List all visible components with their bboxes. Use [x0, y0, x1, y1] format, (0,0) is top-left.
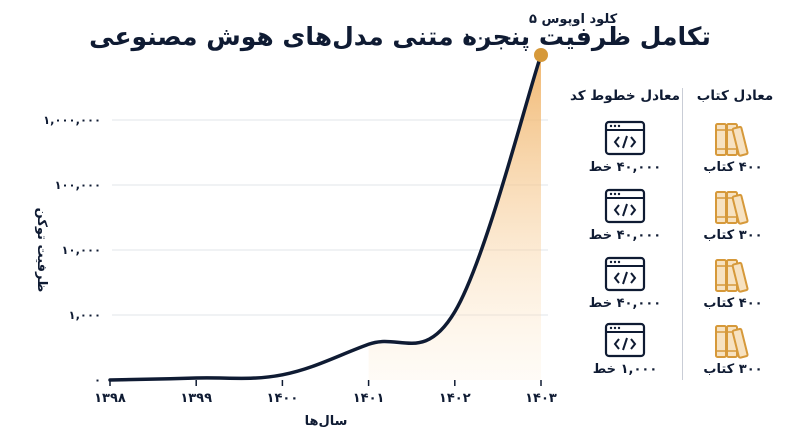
code-lines-item: ۴۰,۰۰۰ خط: [589, 256, 661, 311]
books-icon: [710, 191, 756, 230]
books-label: ۳۰۰ کتاب: [703, 228, 763, 243]
y-tick-label: ۱۰,۰۰۰: [62, 243, 101, 257]
books-item: ۳۰۰ کتاب: [700, 188, 766, 243]
code-window-icon: [604, 188, 646, 228]
y-tick-label: ۱,۰۰۰: [69, 308, 101, 322]
y-tick-label: ۱۰۰,۰۰۰: [55, 178, 101, 192]
code-lines-label: ۴۰,۰۰۰ خط: [588, 228, 662, 243]
y-tick-label: ۱,۰۰۰,۰۰۰: [43, 113, 101, 127]
y-tick-label: ۰: [94, 373, 101, 387]
x-axis-title: سال‌ها: [305, 414, 348, 429]
x-tick-label: ۱۴۰۲: [439, 391, 471, 406]
x-tick-label: ۱۴۰۰: [267, 391, 299, 406]
annotation-label: کلود اوپوس ۵: [529, 12, 618, 27]
x-tick-label: ۱۳۹۸: [94, 391, 126, 406]
books-item: ۴۰۰ کتاب: [700, 120, 766, 175]
x-tick-label: ۱۴۰۳: [525, 391, 557, 406]
annotation-value: ۱,۰۰۰,۰۰۰: [464, 31, 529, 46]
series-line: [108, 53, 543, 382]
x-tick-label: ۱۳۹۹: [180, 391, 212, 406]
area-fill: [368, 55, 541, 380]
books-column-header: معادل کتاب: [696, 88, 774, 104]
books-icon: [710, 123, 756, 162]
x-tick-label: ۱۴۰۱: [353, 391, 385, 406]
code-lines-label: ۴۰,۰۰۰ خط: [588, 160, 662, 175]
code-column-header: معادل خطوط کد: [569, 88, 681, 104]
books-label: ۳۰۰ کتاب: [703, 362, 763, 377]
y-axis-title: ظرفیت توکن: [34, 208, 49, 293]
code-lines-label: ۱,۰۰۰ خط: [592, 362, 658, 377]
books-label: ۴۰۰ کتاب: [703, 296, 763, 311]
chart-title: تکامل ظرفیت پنجره متنی مدل‌های هوش مصنوع…: [89, 22, 711, 51]
code-lines-item: ۴۰,۰۰۰ خط: [589, 188, 661, 243]
code-window-icon: [604, 322, 646, 362]
peak-marker: [534, 48, 548, 62]
column-divider: [682, 88, 683, 380]
code-window-icon: [604, 120, 646, 160]
code-lines-item: ۱,۰۰۰ خط: [590, 322, 660, 377]
books-item: ۳۰۰ کتاب: [700, 322, 766, 377]
code-lines-item: ۴۰,۰۰۰ خط: [589, 120, 661, 175]
books-label: ۴۰۰ کتاب: [703, 160, 763, 175]
books-item: ۴۰۰ کتاب: [700, 256, 766, 311]
books-icon: [710, 259, 756, 298]
books-icon: [710, 325, 756, 364]
code-lines-label: ۴۰,۰۰۰ خط: [588, 296, 662, 311]
code-window-icon: [604, 256, 646, 296]
